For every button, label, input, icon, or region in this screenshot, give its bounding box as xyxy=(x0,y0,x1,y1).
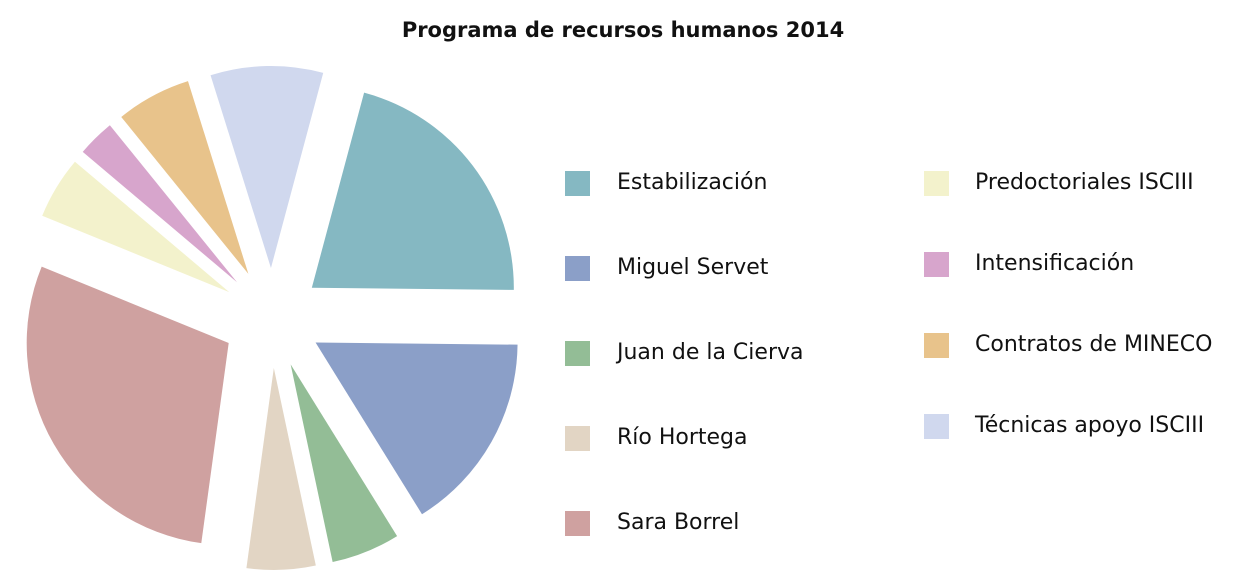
legend-label: Intensificación xyxy=(975,251,1134,276)
legend-swatch xyxy=(924,414,949,439)
legend-label: Contratos de MINECO xyxy=(975,332,1212,357)
pie-slice xyxy=(246,367,316,570)
pie-slice xyxy=(315,342,518,515)
pie-slice xyxy=(82,125,238,283)
pie-slice xyxy=(26,266,229,544)
legend-swatch xyxy=(565,171,590,196)
legend-swatch xyxy=(924,252,949,277)
pie-slice xyxy=(42,161,230,293)
legend-swatch xyxy=(565,256,590,281)
legend-swatch xyxy=(924,333,949,358)
legend-label: Río Hortega xyxy=(617,425,748,450)
pie-slice xyxy=(210,66,324,269)
legend-swatch xyxy=(565,511,590,536)
legend-label: Sara Borrel xyxy=(617,510,739,535)
pie-slice xyxy=(290,364,398,562)
legend-label: Estabilización xyxy=(617,170,767,195)
chart-title: Programa de recursos humanos 2014 xyxy=(402,18,844,42)
legend-label: Juan de la Cierva xyxy=(615,340,803,365)
legend-swatch xyxy=(924,171,949,196)
legend-label: Predoctoriales ISCIII xyxy=(975,170,1194,195)
legend-swatch xyxy=(565,426,590,451)
legend-swatch xyxy=(565,341,590,366)
pie-slice xyxy=(311,92,514,290)
legend-label: Técnicas apoyo ISCIII xyxy=(974,413,1204,438)
pie-slice xyxy=(121,81,249,274)
legend-label: Miguel Servet xyxy=(617,255,769,280)
